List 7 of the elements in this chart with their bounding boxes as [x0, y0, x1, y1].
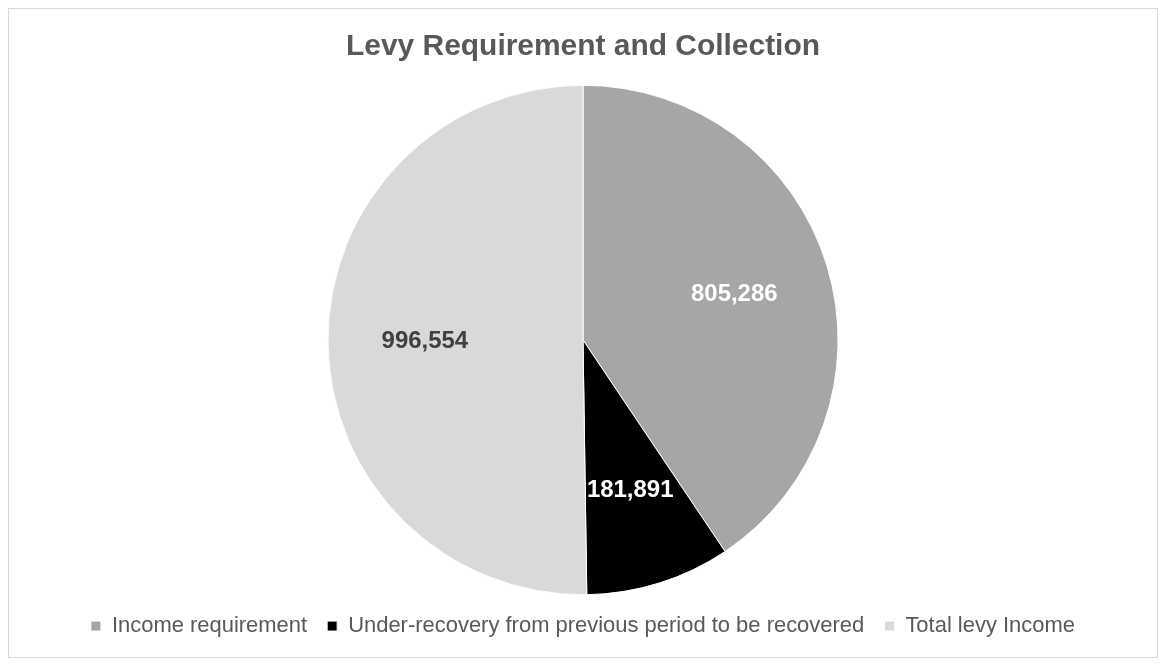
chart-title: Levy Requirement and Collection [346, 28, 820, 62]
data-label: 805,286 [690, 278, 778, 306]
legend-label: Total levy Income [905, 612, 1075, 638]
legend-label: Income requirement [111, 612, 308, 638]
data-label: 181,891 [586, 475, 674, 503]
data-label: 996,554 [381, 325, 469, 353]
legend-label: Under-recovery from previous period to be recovered [348, 612, 865, 638]
